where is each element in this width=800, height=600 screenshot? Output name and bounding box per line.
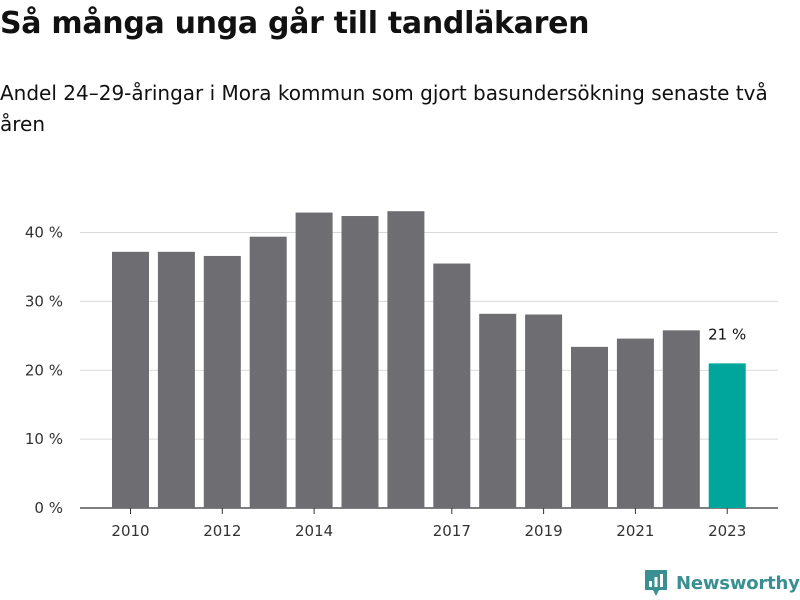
y-tick-label: 0 % bbox=[34, 499, 63, 517]
brand-logo: Newsworthy bbox=[643, 568, 800, 598]
bar bbox=[157, 251, 195, 508]
chart-title: Så många unga går till tandläkaren bbox=[0, 6, 590, 41]
x-tick-label: 2010 bbox=[111, 522, 149, 540]
x-tick-label: 2014 bbox=[295, 522, 333, 540]
bar bbox=[616, 338, 654, 508]
x-tick-label: 2012 bbox=[203, 522, 241, 540]
bar bbox=[479, 313, 517, 508]
newsworthy-logo-icon bbox=[645, 570, 667, 596]
x-tick-label: 2019 bbox=[525, 522, 563, 540]
y-tick-label: 20 % bbox=[25, 361, 63, 379]
bar-highlight bbox=[708, 363, 746, 508]
bar bbox=[341, 216, 379, 508]
x-tick-label: 2017 bbox=[433, 522, 471, 540]
y-tick-label: 30 % bbox=[25, 292, 63, 310]
bar bbox=[203, 255, 241, 508]
y-tick-label: 10 % bbox=[25, 430, 63, 448]
x-tick-label: 2021 bbox=[616, 522, 654, 540]
bar bbox=[295, 212, 333, 508]
y-tick-label: 40 % bbox=[25, 224, 63, 242]
bar-value-label: 21 % bbox=[708, 325, 746, 343]
bar bbox=[387, 211, 425, 508]
chart-subtitle: Andel 24–29-åringar i Mora kommun som gj… bbox=[0, 81, 768, 136]
bar bbox=[112, 251, 149, 508]
x-tick-label: 2023 bbox=[708, 522, 746, 540]
bar bbox=[525, 314, 563, 508]
bar bbox=[571, 346, 608, 508]
bar bbox=[433, 263, 471, 508]
bar bbox=[249, 236, 287, 508]
bar bbox=[662, 330, 700, 508]
brand-name: Newsworthy bbox=[676, 572, 800, 594]
